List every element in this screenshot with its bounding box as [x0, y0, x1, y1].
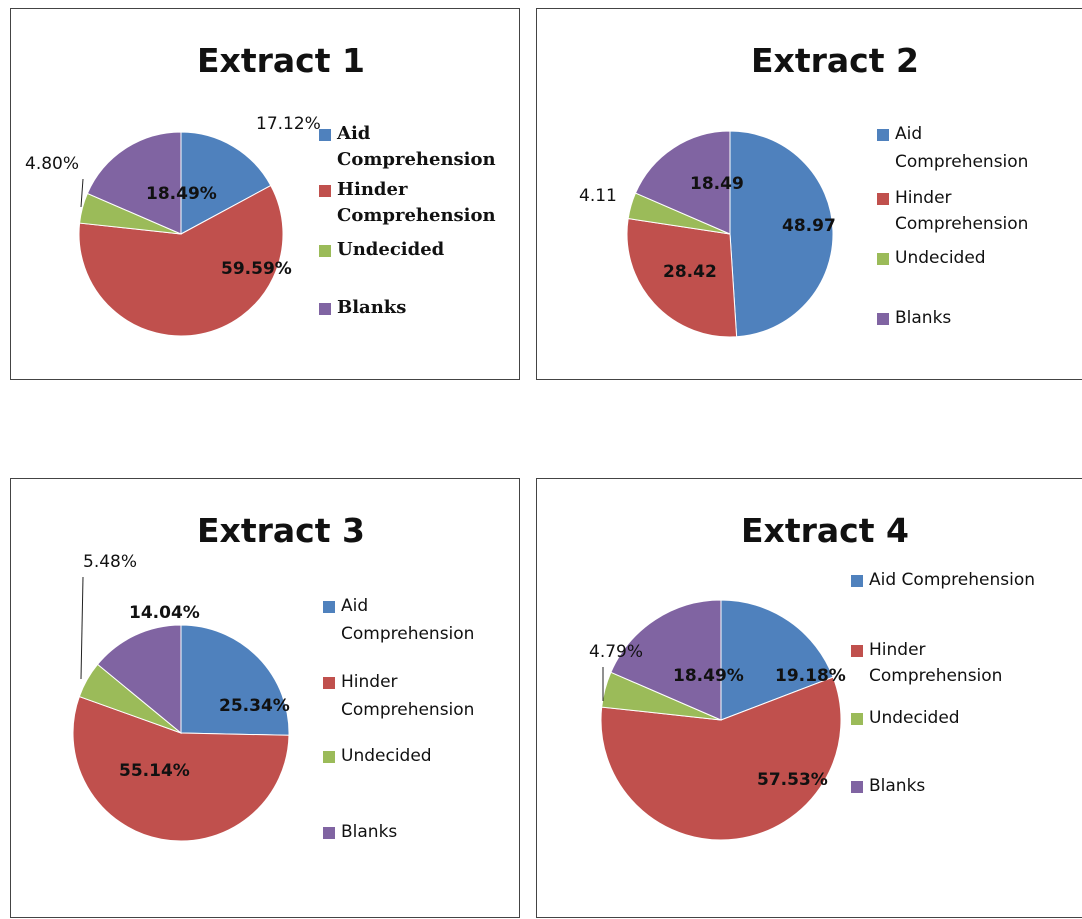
chart-panel-extract-2: Extract 2 48.97 28.42 4.11 18.49 Aid Compre…	[536, 8, 1082, 380]
data-label-undecided: 4.80%	[25, 154, 79, 174]
chart-panel-extract-1: Extract 1 17.12% 59.59% 4.80% 18.49% Aid Co…	[10, 8, 520, 380]
data-label-hinder: 55.14%	[119, 761, 190, 781]
leader-line-undecided	[80, 178, 84, 208]
chart-title: Extract 3	[197, 511, 365, 550]
data-label-blanks: 18.49%	[673, 666, 744, 686]
data-label-undecided: 5.48%	[83, 552, 137, 572]
pie-slice-aid	[180, 624, 290, 736]
legend-label: Aid	[337, 123, 371, 144]
pie-slice-blanks	[86, 131, 182, 235]
legend-swatch-blanks	[877, 313, 889, 325]
chart-title: Extract 4	[741, 511, 909, 550]
pie-slice-hinder	[600, 676, 842, 841]
legend-label: Undecided	[341, 746, 432, 766]
pie-slice-aid	[180, 131, 272, 235]
chart-panel-extract-3: Extract 3 25.34% 55.14% 5.48% 14.04% Aid Co…	[10, 478, 520, 918]
data-label-hinder: 28.42	[663, 262, 717, 282]
legend-swatch-undecided	[323, 751, 335, 763]
data-label-aid: 17.12%	[256, 114, 321, 134]
chart-title: Extract 1	[197, 41, 365, 80]
legend-swatch-blanks	[851, 781, 863, 793]
pie-slice-hinder	[626, 217, 738, 338]
legend-swatch-aid	[319, 129, 331, 141]
legend-label: Hinder	[869, 640, 926, 660]
legend-swatch-hinder	[877, 193, 889, 205]
legend-swatch-blanks	[319, 303, 331, 315]
pie-slice-blanks	[634, 130, 731, 235]
legend-label: Undecided	[337, 239, 445, 260]
pie-slice-blanks	[610, 599, 722, 721]
legend-label: Hinder	[337, 179, 408, 200]
pie-slice-hinder	[78, 184, 284, 337]
legend-label: Blanks	[869, 776, 926, 796]
pie-slice-aid	[729, 130, 834, 338]
leader-line-undecided	[80, 576, 84, 680]
legend-swatch-blanks	[323, 827, 335, 839]
data-label-hinder: 59.59%	[221, 259, 292, 279]
legend-swatch-undecided	[319, 245, 331, 257]
chart-panel-extract-4: Extract 4 19.18% 57.53% 4.79% 18.49% Aid Co…	[536, 478, 1082, 918]
legend-swatch-hinder	[323, 677, 335, 689]
legend-label: Blanks	[341, 822, 398, 842]
data-label-undecided: 4.11	[579, 186, 617, 206]
legend-label: Hinder	[341, 672, 398, 692]
legend-label: Hinder	[895, 188, 952, 208]
pie-slice-blanks	[96, 624, 182, 735]
data-label-blanks: 18.49	[690, 174, 744, 194]
legend-swatch-aid	[323, 601, 335, 613]
legend-label: Blanks	[337, 297, 407, 318]
legend-label: Comprehension	[869, 666, 1003, 686]
pie-chart-extract-2: 48.97 28.42 4.11 18.49	[579, 130, 836, 338]
legend-label: Comprehension	[341, 624, 475, 644]
data-label-aid: 19.18%	[775, 666, 846, 686]
legend-swatch-undecided	[851, 713, 863, 725]
data-label-aid: 25.34%	[219, 696, 290, 716]
legend-label: Blanks	[895, 308, 952, 328]
legend-label: Comprehension	[895, 214, 1029, 234]
legend-swatch-undecided	[877, 253, 889, 265]
chart-title: Extract 2	[751, 41, 919, 80]
legend-label: Aid	[895, 124, 923, 144]
legend-swatch-hinder	[851, 645, 863, 657]
legend-label: Aid	[341, 596, 369, 616]
pie-chart-extract-4: 19.18% 57.53% 4.79% 18.49%	[589, 599, 846, 841]
pie-chart-extract-1: 17.12% 59.59% 4.80% 18.49%	[25, 114, 321, 337]
data-label-blanks: 14.04%	[129, 603, 200, 623]
pie-chart-extract-3: 25.34% 55.14% 5.48% 14.04%	[72, 552, 290, 842]
legend-label: Comprehension	[895, 152, 1029, 172]
data-label-aid: 48.97	[782, 216, 836, 236]
legend-label: Comprehension	[337, 205, 496, 226]
legend-label: Undecided	[895, 248, 986, 268]
legend-swatch-aid	[877, 129, 889, 141]
pie-slice-aid	[720, 599, 834, 721]
legend-label: Comprehension	[337, 149, 496, 170]
data-label-undecided: 4.79%	[589, 642, 643, 662]
legend-label: Undecided	[869, 708, 960, 728]
legend-swatch-aid	[851, 575, 863, 587]
data-label-hinder: 57.53%	[757, 770, 828, 790]
data-label-blanks: 18.49%	[146, 184, 217, 204]
pie-slice-hinder	[72, 695, 290, 842]
legend-label: Comprehension	[341, 700, 475, 720]
legend-label: Aid Comprehension	[869, 570, 1036, 590]
legend-swatch-hinder	[319, 185, 331, 197]
